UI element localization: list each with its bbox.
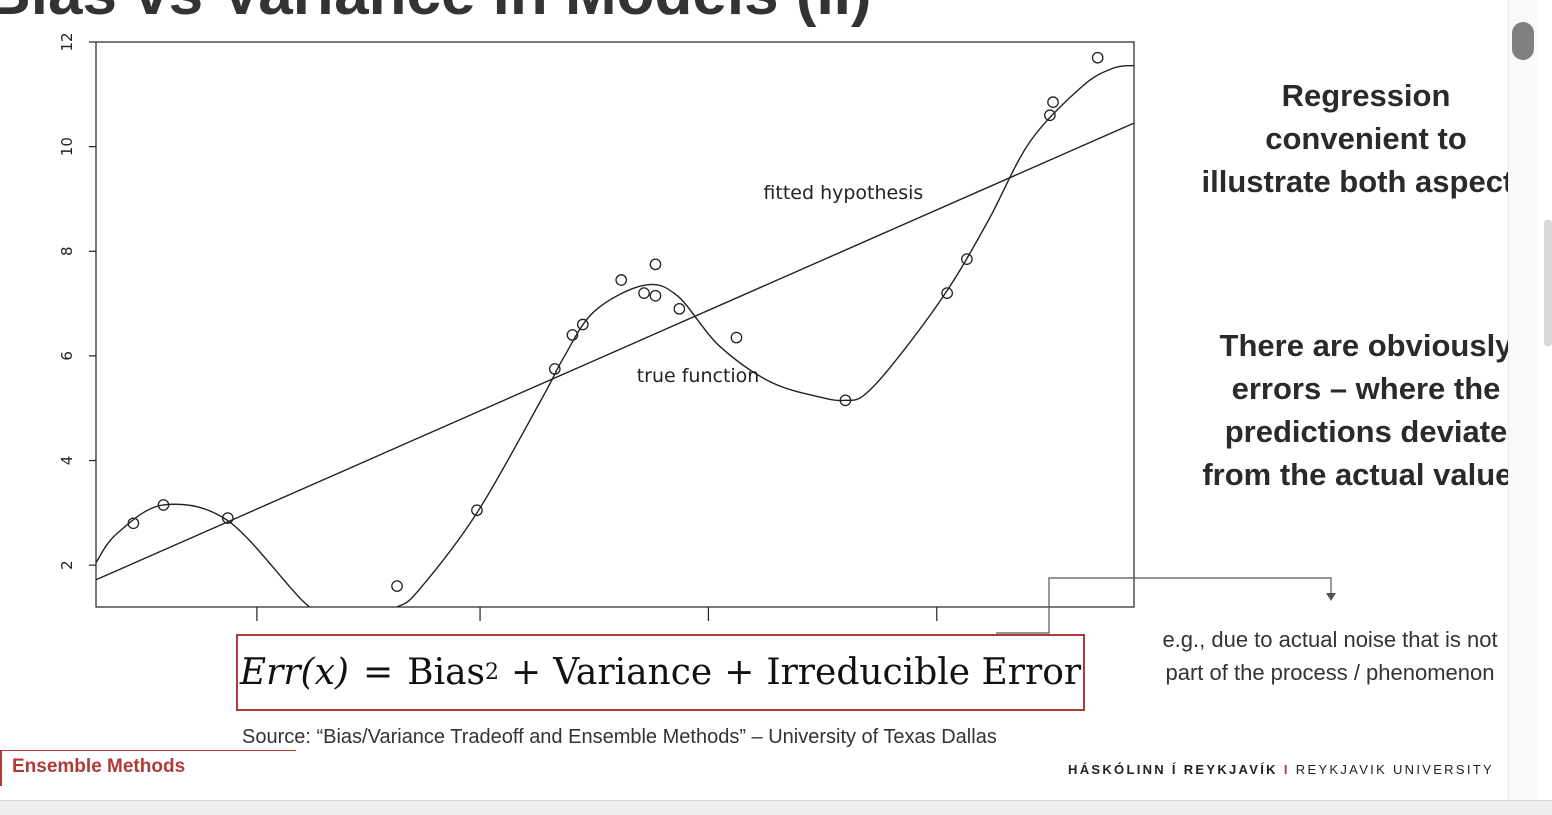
error-formula: Err(x) = Bias 2 + Variance + Irreducible … xyxy=(236,634,1085,711)
formula-equals: = xyxy=(362,652,394,693)
regression-text-line: convenient to xyxy=(1265,121,1467,156)
data-point xyxy=(576,318,589,331)
y-tick-label: 6 xyxy=(58,351,76,361)
scrollbar-thumb[interactable] xyxy=(1512,22,1534,60)
axes-ticks: 2 4 6 8 10 12 xyxy=(58,32,938,621)
formula-lhs: Err(x) xyxy=(239,652,349,693)
regression-text: Regression convenient to illustrate both… xyxy=(1186,74,1546,203)
noise-note-line: e.g., due to actual noise that is not xyxy=(1162,627,1498,652)
curve-annotation: fitted hypothesis xyxy=(763,182,923,204)
vertical-scrollbar[interactable] xyxy=(1508,0,1539,800)
data-point xyxy=(941,287,954,299)
y-tick-label: 4 xyxy=(58,456,76,466)
university-name-icelandic: HÁSKÓLINN Í REYKJAVÍK xyxy=(1068,762,1278,777)
data-point xyxy=(1047,96,1059,109)
callout-arrow-icon xyxy=(1326,593,1336,601)
errors-text: There are obviously errors – where the p… xyxy=(1186,324,1546,496)
plot-frame xyxy=(95,41,1135,608)
slide-title: Bias vs Variance in Models (II) xyxy=(0,0,872,29)
true-function-curve xyxy=(96,64,1134,607)
data-point xyxy=(471,504,483,517)
y-tick-label: 10 xyxy=(58,137,76,156)
errors-text-line: from the actual values xyxy=(1202,457,1530,492)
data-point xyxy=(638,287,650,299)
data-point xyxy=(673,302,686,315)
data-point xyxy=(961,253,973,265)
formula-irreducible: Irreducible Error xyxy=(766,652,1082,693)
fitted-hypothesis-line xyxy=(96,122,1134,581)
formula-exponent: 2 xyxy=(485,660,500,685)
data-point xyxy=(649,289,662,302)
data-point xyxy=(730,331,743,344)
window-edge xyxy=(1538,0,1552,800)
data-point xyxy=(615,274,628,286)
window-resize-handle[interactable] xyxy=(1544,220,1552,346)
data-point xyxy=(391,580,403,592)
formula-plus: + xyxy=(511,652,542,693)
errors-text-line: errors – where the xyxy=(1231,371,1501,406)
errors-text-line: There are obviously xyxy=(1219,328,1513,363)
footer-course-title: Ensemble Methods xyxy=(12,756,186,777)
footer-accent xyxy=(0,750,2,786)
data-point xyxy=(127,517,140,530)
data-point xyxy=(1044,109,1056,122)
bottom-bar xyxy=(0,800,1552,815)
data-point xyxy=(221,512,234,524)
formula-variance: Variance xyxy=(553,652,713,693)
wordmark-separator: I xyxy=(1283,762,1290,777)
data-point xyxy=(157,499,170,511)
data-points xyxy=(127,51,1104,592)
formula-bias: Bias xyxy=(407,652,486,693)
source-citation: Source: “Bias/Variance Tradeoff and Ense… xyxy=(242,726,997,748)
y-tick-label: 8 xyxy=(58,246,76,256)
y-tick-label: 2 xyxy=(58,560,76,570)
formula-plus: + xyxy=(724,652,755,693)
annotations: fitted hypothesis true function xyxy=(637,182,924,387)
university-name-english: REYKJAVIK UNIVERSITY xyxy=(1295,762,1494,777)
data-point xyxy=(566,329,579,341)
data-point xyxy=(1091,51,1104,64)
noise-note: e.g., due to actual noise that is not pa… xyxy=(1130,623,1530,689)
university-wordmark: HÁSKÓLINN Í REYKJAVÍK I REYKJAVIK UNIVERSI… xyxy=(1068,762,1494,777)
callout-connector xyxy=(996,577,1332,634)
curve-annotation: true function xyxy=(637,365,760,387)
data-point xyxy=(839,394,852,407)
noise-note-line: part of the process / phenomenon xyxy=(1165,660,1495,685)
data-point xyxy=(548,363,561,375)
footer-divider xyxy=(0,750,296,751)
regression-text-line: Regression xyxy=(1281,78,1451,113)
y-tick-label: 12 xyxy=(58,32,76,51)
errors-text-line: predictions deviate xyxy=(1224,414,1508,449)
regression-text-line: illustrate both aspects xyxy=(1201,164,1531,199)
data-point xyxy=(649,258,662,271)
